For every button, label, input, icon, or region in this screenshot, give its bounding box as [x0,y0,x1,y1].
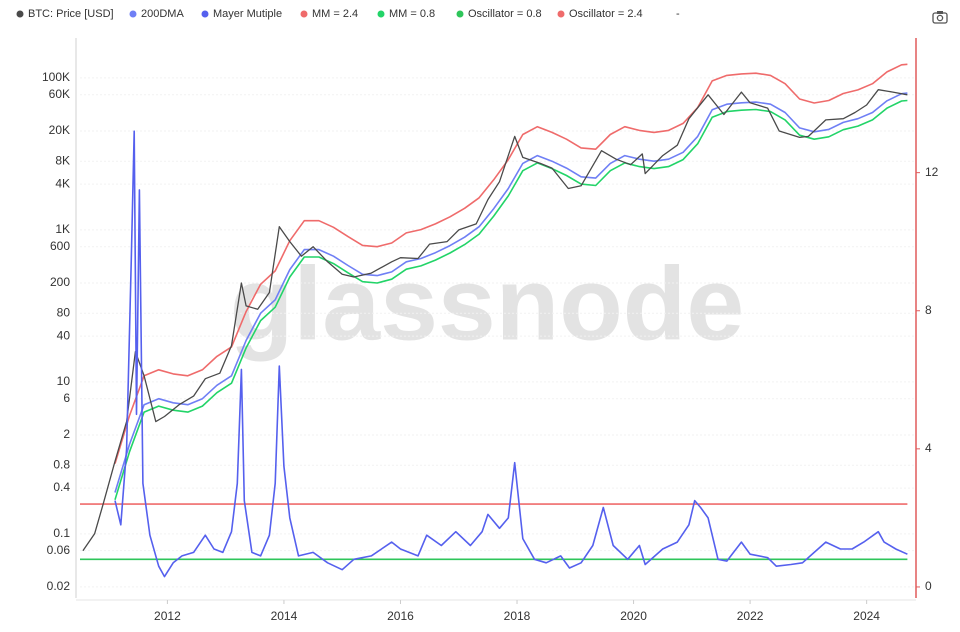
legend-marker [129,10,137,18]
x-tick-label: 2018 [504,609,531,623]
y-tick-label: 80 [57,305,71,319]
legend-marker [201,10,209,18]
y-tick-label: 600 [50,239,70,253]
y-tick-label: 0.8 [53,457,70,471]
y-tick-label: 6 [63,391,70,405]
y2-tick-label: 12 [925,165,939,179]
y-tick-label: 40 [57,328,71,342]
y-tick-label: 1K [55,222,70,236]
y-tick-label: 60K [49,87,70,101]
x-tick-label: 2012 [154,609,181,623]
x-tick-label: 2016 [387,609,414,623]
camera-lens [936,14,944,22]
y2-tick-label: 0 [925,579,932,593]
legend-marker [300,10,308,18]
legend-marker [557,10,565,18]
y-tick-label: 20K [49,123,70,137]
legend-label: MM = 0.8 [389,8,435,20]
camera-icon[interactable] [932,11,948,24]
x-tick-label: 2014 [271,609,298,623]
y-tick-label: 0.02 [47,579,71,593]
legend-marker [377,10,385,18]
y-tick-label: 0.1 [53,526,70,540]
y-tick-label: 0.4 [53,480,70,494]
x-tick-label: 2022 [737,609,764,623]
legend: BTC: Price [USD] 200DMA Mayer Mutiple MM = … [16,8,680,20]
x-tick-label: 2024 [853,609,880,623]
camera-body [932,12,948,24]
legend-marker [456,10,464,18]
legend-label: Mayer Mutiple [213,8,282,20]
series-line [114,99,908,501]
y-tick-label: 4K [55,176,70,190]
series-line [114,92,908,493]
y-tick-label: 100K [42,70,70,84]
y2-tick-label: 4 [925,441,932,455]
legend-label: Oscillator = 2.4 [569,8,643,20]
series-line [82,89,908,552]
y-tick-label: 200 [50,275,70,289]
legend-marker [16,10,24,18]
y-tick-label: 0.06 [47,543,71,557]
y2-tick-label: 8 [925,303,932,317]
camera-top [937,11,943,14]
legend-note: - [676,8,680,20]
legend-label: MM = 2.4 [312,8,358,20]
x-tick-label: 2020 [620,609,647,623]
y-tick-label: 2 [63,427,70,441]
y-tick-label: 10 [57,374,71,388]
watermark: glassnode [230,246,744,362]
series-line [114,130,908,578]
legend-label: Oscillator = 0.8 [468,8,542,20]
legend-label: BTC: Price [USD] [28,8,114,20]
y-tick-label: 8K [55,153,70,167]
legend-label: 200DMA [141,8,184,20]
